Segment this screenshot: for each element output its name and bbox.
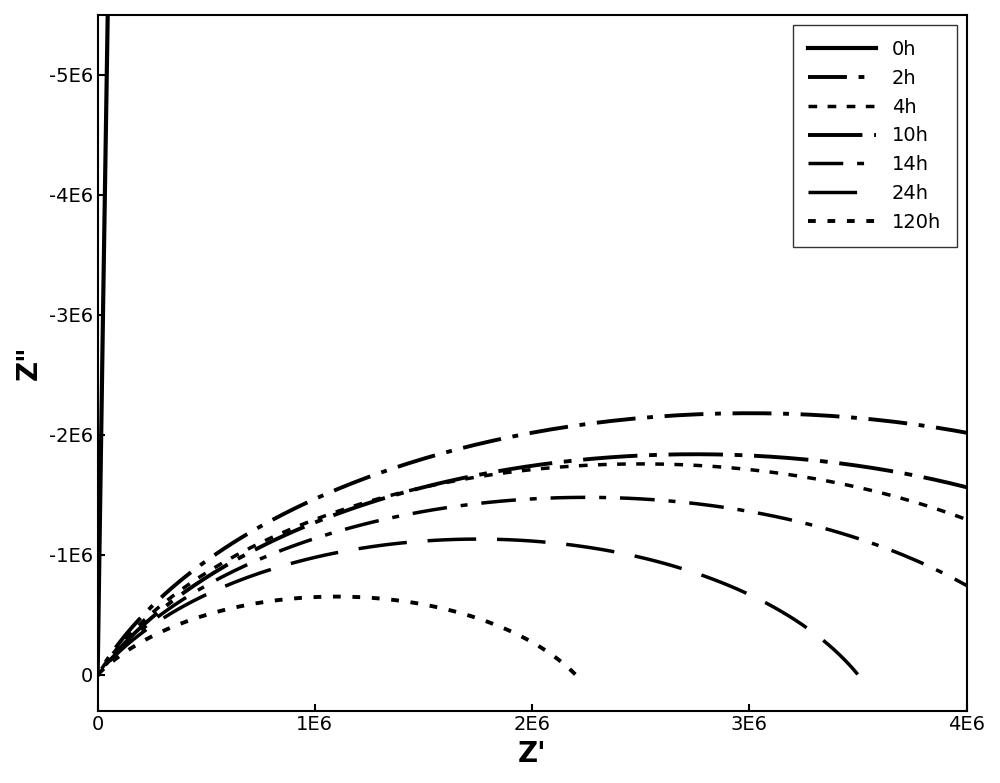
14h	[92, 670, 104, 680]
14h	[96, 665, 108, 674]
2h	[949, 426, 961, 435]
10h	[92, 669, 104, 679]
120h	[129, 640, 141, 650]
2h	[968, 430, 980, 439]
2h	[99, 659, 111, 668]
0h	[93, 583, 105, 593]
2h	[94, 666, 106, 675]
120h	[92, 669, 104, 679]
120h	[102, 661, 114, 670]
24h	[92, 670, 104, 680]
10h	[92, 670, 104, 680]
14h	[92, 669, 104, 679]
24h	[471, 534, 483, 543]
120h	[92, 670, 104, 680]
Line: 10h: 10h	[98, 454, 977, 675]
4h	[975, 521, 987, 530]
0h	[92, 669, 104, 679]
120h	[95, 666, 107, 676]
Line: 4h: 4h	[98, 464, 981, 675]
14h	[92, 669, 104, 679]
Line: 0h: 0h	[98, 9, 108, 675]
24h	[96, 666, 108, 675]
2h	[92, 670, 104, 680]
24h	[92, 670, 104, 680]
10h	[693, 449, 705, 459]
10h	[92, 669, 104, 679]
10h	[118, 639, 130, 648]
120h	[92, 670, 104, 680]
4h	[92, 670, 104, 680]
2h	[321, 489, 333, 498]
0h	[92, 670, 104, 680]
Line: 14h: 14h	[98, 497, 985, 675]
24h	[852, 669, 864, 679]
4h	[92, 670, 104, 680]
2h	[92, 669, 104, 678]
120h	[330, 592, 342, 601]
24h	[142, 623, 154, 633]
14h	[92, 669, 104, 679]
Y-axis label: Z": Z"	[15, 345, 43, 380]
4h	[175, 585, 187, 594]
24h	[104, 656, 116, 666]
10h	[971, 485, 983, 495]
Line: 120h: 120h	[98, 597, 575, 675]
14h	[579, 493, 591, 502]
Line: 2h: 2h	[98, 413, 974, 675]
0h	[92, 669, 104, 679]
24h	[92, 670, 104, 680]
10h	[262, 539, 274, 548]
10h	[92, 670, 104, 680]
0h	[94, 543, 106, 552]
0h	[92, 657, 104, 666]
Legend: 0h, 2h, 4h, 10h, 14h, 24h, 120h: 0h, 2h, 4h, 10h, 14h, 24h, 120h	[793, 25, 957, 247]
4h	[640, 459, 652, 468]
4h	[167, 591, 179, 601]
14h	[979, 592, 991, 601]
4h	[383, 491, 395, 500]
120h	[125, 644, 137, 653]
0h	[102, 5, 114, 14]
Line: 24h: 24h	[98, 539, 858, 675]
120h	[569, 669, 581, 679]
2h	[126, 622, 138, 632]
4h	[92, 670, 104, 680]
14h	[92, 670, 104, 680]
2h	[736, 409, 748, 418]
4h	[116, 638, 128, 648]
24h	[136, 628, 148, 637]
X-axis label: Z': Z'	[518, 740, 546, 768]
10h	[92, 670, 104, 680]
0h	[92, 669, 104, 679]
14h	[92, 669, 104, 679]
